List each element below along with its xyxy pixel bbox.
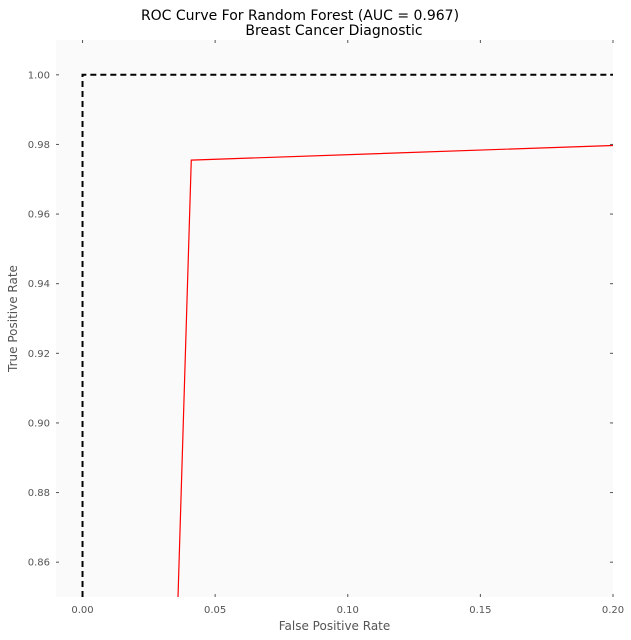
y-tick-label: 0.88 (28, 488, 50, 499)
y-axis-label: True Positive Rate (6, 265, 20, 373)
plot-background (56, 40, 613, 597)
y-tick-label: 0.98 (28, 140, 50, 151)
x-tick-label: 0.20 (602, 605, 624, 616)
diagonal-reference-line (81, 73, 613, 597)
x-tick-label: 0.15 (469, 605, 491, 616)
series-layer (81, 73, 614, 598)
x-axis-label: False Positive Rate (279, 619, 391, 633)
x-tick-label: 0.00 (71, 605, 93, 616)
chart-subtitle: Breast Cancer Diagnostic (245, 23, 422, 39)
roc-curve-line (177, 144, 614, 598)
x-tick-label: 0.05 (204, 605, 226, 616)
y-tick-label: 0.90 (28, 418, 50, 429)
y-tick-label: 0.92 (28, 349, 50, 360)
y-tick-label: 0.94 (28, 279, 50, 290)
y-tick-label: 0.96 (28, 210, 50, 221)
y-tick-label: 1.00 (28, 70, 50, 81)
y-axis-ticks: 0.86 0.88 0.90 0.92 0.94 0.96 0.98 1.00 (28, 70, 613, 569)
x-axis-ticks: 0.00 0.05 0.10 0.15 0.20 (71, 40, 624, 616)
chart-title: ROC Curve For Random Forest (AUC = 0.967… (141, 8, 459, 24)
y-tick-label: 0.86 (28, 558, 50, 569)
x-tick-label: 0.10 (337, 605, 359, 616)
